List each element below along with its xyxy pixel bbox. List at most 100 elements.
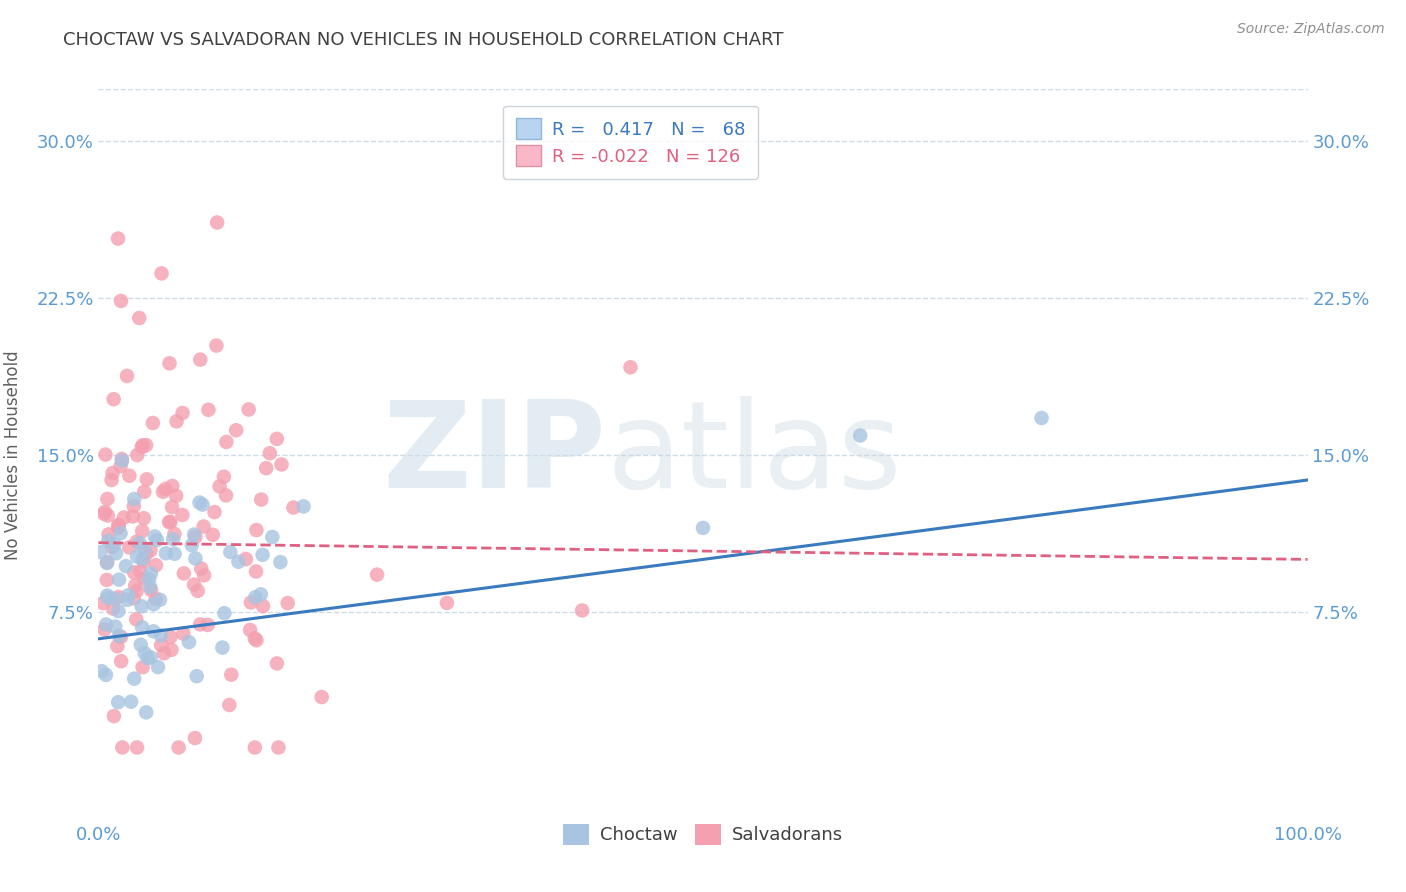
Point <box>93 507 115 521</box>
Point <box>142 416 165 430</box>
Point <box>97 591 120 605</box>
Point <box>128 536 150 550</box>
Point <box>243 632 266 646</box>
Point <box>184 530 207 544</box>
Point <box>193 519 215 533</box>
Point <box>250 492 273 507</box>
Point <box>173 566 195 581</box>
Point <box>112 510 135 524</box>
Point <box>159 356 181 370</box>
Point <box>131 660 153 674</box>
Point <box>117 588 139 602</box>
Point <box>197 402 219 417</box>
Point <box>108 573 131 587</box>
Point <box>172 508 194 522</box>
Point <box>571 603 593 617</box>
Point <box>97 508 120 523</box>
Point <box>150 638 173 652</box>
Point <box>96 589 118 603</box>
Point <box>254 461 277 475</box>
Point <box>115 368 138 383</box>
Point <box>131 620 153 634</box>
Point <box>107 521 129 535</box>
Point <box>96 573 118 587</box>
Point <box>205 215 228 229</box>
Point <box>122 672 145 686</box>
Point <box>245 591 267 605</box>
Point <box>177 635 200 649</box>
Point <box>159 515 181 529</box>
Point <box>149 592 172 607</box>
Point <box>252 599 274 613</box>
Point <box>163 547 186 561</box>
Point <box>146 660 169 674</box>
Point <box>219 545 242 559</box>
Point <box>103 601 125 615</box>
Point <box>692 521 714 535</box>
Point <box>166 414 188 428</box>
Point <box>187 583 209 598</box>
Point <box>111 740 134 755</box>
Point <box>214 606 236 620</box>
Point <box>191 498 214 512</box>
Point <box>93 623 115 637</box>
Point <box>160 642 183 657</box>
Point <box>129 638 152 652</box>
Point <box>150 266 173 280</box>
Point <box>218 698 240 712</box>
Point <box>266 657 288 671</box>
Y-axis label: No Vehicles in Household: No Vehicles in Household <box>4 350 22 560</box>
Point <box>118 541 141 555</box>
Point <box>96 556 118 570</box>
Point <box>163 527 186 541</box>
Point <box>197 618 219 632</box>
Point <box>245 523 267 537</box>
Point <box>153 646 176 660</box>
Point <box>849 428 872 442</box>
Point <box>245 565 267 579</box>
Point <box>115 559 138 574</box>
Point <box>142 624 165 639</box>
Point <box>103 591 125 606</box>
Point <box>184 551 207 566</box>
Point <box>107 518 129 533</box>
Point <box>145 591 167 606</box>
Point <box>215 488 238 502</box>
Point <box>134 646 156 660</box>
Point <box>270 458 292 472</box>
Point <box>117 592 139 607</box>
Point <box>292 500 315 514</box>
Point <box>103 709 125 723</box>
Point <box>245 633 267 648</box>
Point <box>107 231 129 245</box>
Point <box>124 578 146 592</box>
Point <box>162 479 184 493</box>
Point <box>252 548 274 562</box>
Point <box>120 695 142 709</box>
Point <box>139 650 162 665</box>
Point <box>100 473 122 487</box>
Point <box>188 352 211 367</box>
Point <box>131 524 153 538</box>
Point <box>619 360 641 375</box>
Point <box>139 566 162 581</box>
Point <box>131 552 153 566</box>
Point <box>94 448 117 462</box>
Point <box>122 500 145 514</box>
Point <box>366 567 388 582</box>
Point <box>139 543 162 558</box>
Point <box>94 505 117 519</box>
Point <box>211 640 233 655</box>
Point <box>239 623 262 637</box>
Point <box>97 527 120 541</box>
Point <box>122 491 145 506</box>
Point <box>162 533 184 547</box>
Point <box>110 459 132 474</box>
Point <box>122 566 145 580</box>
Point <box>138 572 160 586</box>
Point <box>134 572 156 586</box>
Point <box>134 484 156 499</box>
Point <box>96 617 118 632</box>
Point <box>128 311 150 326</box>
Point <box>125 740 148 755</box>
